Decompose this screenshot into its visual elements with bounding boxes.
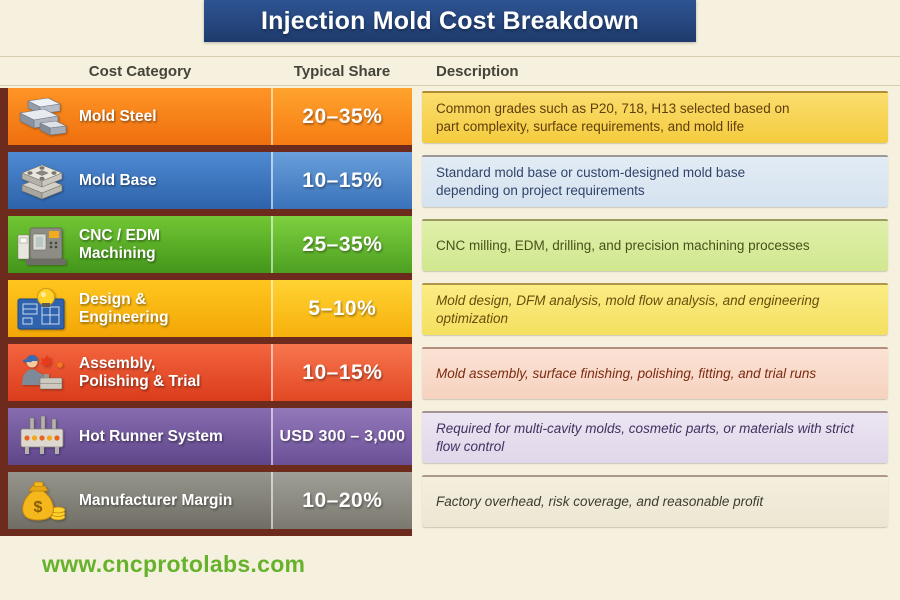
share-value: 25–35% — [302, 232, 383, 256]
share-cell: 20–35% — [270, 88, 412, 145]
table-row-assembly-polishing-trial: Assembly, Polishing & Trial 10–15% Mold … — [8, 344, 888, 401]
table-row-design-engineering: Design & Engineering 5–10% Mold design, … — [8, 280, 888, 337]
page-title: Injection Mold Cost Breakdown — [260, 6, 640, 35]
description-text: Mold design, DFM analysis, mold flow ana… — [436, 292, 820, 326]
category-band: $ Manufacturer Margin 10–20% — [8, 472, 412, 529]
category-band: Hot Runner System USD 300 – 3,000 — [8, 408, 412, 465]
category-cell: $ Manufacturer Margin — [8, 472, 271, 529]
title-banner: Injection Mold Cost Breakdown — [204, 0, 696, 42]
category-label: Assembly, Polishing & Trial — [79, 354, 201, 390]
table-row-mold-base: Mold Base 10–15% Standard mold base or c… — [8, 152, 888, 209]
column-header-description: Description — [436, 62, 519, 80]
description-cell: Required for multi-cavity molds, cosmeti… — [422, 410, 888, 463]
description-cell: Mold assembly, surface finishing, polish… — [422, 346, 888, 399]
table-row-hot-runner-system: Hot Runner System USD 300 – 3,000 Requir… — [8, 408, 888, 465]
share-cell: 10–15% — [270, 344, 412, 401]
category-cell: Design & Engineering — [8, 280, 271, 337]
share-cell: 10–15% — [270, 152, 412, 209]
blueprint-bulb-icon — [15, 286, 69, 332]
category-cell: Mold Steel — [8, 88, 271, 145]
description-cell: Common grades such as P20, 718, H13 sele… — [422, 90, 888, 143]
share-value: USD 300 – 3,000 — [279, 427, 406, 445]
share-value: 10–15% — [302, 168, 383, 192]
category-cell: Mold Base — [8, 152, 271, 209]
category-label: CNC / EDM Machining — [79, 226, 160, 262]
mold-base-icon — [15, 158, 69, 204]
share-value: 10–20% — [302, 488, 383, 512]
category-label: Design & Engineering — [79, 290, 169, 326]
steel-ingots-icon — [15, 94, 69, 140]
table-row-cnc-edm-machining: CNC / EDM Machining 25–35% CNC milling, … — [8, 216, 888, 273]
website-link[interactable]: www.cncprotolabs.com — [42, 551, 306, 577]
table-row-manufacturer-margin: $ Manufacturer Margin 10–20% Factory ove… — [8, 472, 888, 529]
footer: www.cncprotolabs.com — [42, 551, 305, 578]
description-text: Common grades such as P20, 718, H13 sele… — [436, 100, 790, 134]
description-cell: Factory overhead, risk coverage, and rea… — [422, 474, 888, 527]
cnc-machine-icon — [15, 222, 69, 268]
description-text: Mold assembly, surface finishing, polish… — [436, 365, 817, 381]
description-cell: Standard mold base or custom-designed mo… — [422, 154, 888, 207]
share-cell: USD 300 – 3,000 — [270, 408, 412, 465]
category-band: Design & Engineering 5–10% — [8, 280, 412, 337]
svg-text:$: $ — [34, 499, 43, 516]
column-header-typical-share: Typical Share — [293, 62, 391, 80]
description-text: Standard mold base or custom-designed mo… — [436, 164, 746, 198]
share-cell: 10–20% — [270, 472, 412, 529]
category-band: Mold Steel 20–35% — [8, 88, 412, 145]
category-label: Manufacturer Margin — [79, 491, 233, 509]
table-row-mold-steel: Mold Steel 20–35% Common grades such as … — [8, 88, 888, 145]
category-label: Hot Runner System — [79, 427, 223, 445]
description-text: Required for multi-cavity molds, cosmeti… — [436, 420, 854, 454]
share-value: 5–10% — [308, 296, 377, 320]
share-cell: 5–10% — [270, 280, 412, 337]
description-text: CNC milling, EDM, drilling, and precisio… — [436, 237, 810, 253]
description-cell: Mold design, DFM analysis, mold flow ana… — [422, 282, 888, 335]
description-cell: CNC milling, EDM, drilling, and precisio… — [422, 218, 888, 271]
category-cell: CNC / EDM Machining — [8, 216, 271, 273]
share-value: 20–35% — [302, 104, 383, 128]
description-text: Factory overhead, risk coverage, and rea… — [436, 493, 764, 509]
cost-table: Mold Steel 20–35% Common grades such as … — [0, 88, 888, 536]
category-band: CNC / EDM Machining 25–35% — [8, 216, 412, 273]
share-value: 10–15% — [302, 360, 383, 384]
table-header: Cost Category Typical Share Description — [0, 56, 900, 86]
category-label: Mold Base — [79, 171, 157, 189]
category-cell: Hot Runner System — [8, 408, 271, 465]
worker-assembly-icon — [15, 350, 69, 396]
column-header-cost-category: Cost Category — [88, 62, 192, 80]
money-bag-icon: $ — [15, 478, 69, 524]
category-band: Mold Base 10–15% — [8, 152, 412, 209]
category-band: Assembly, Polishing & Trial 10–15% — [8, 344, 412, 401]
share-cell: 25–35% — [270, 216, 412, 273]
category-cell: Assembly, Polishing & Trial — [8, 344, 271, 401]
hot-runner-manifold-icon — [15, 414, 69, 460]
category-label: Mold Steel — [79, 107, 157, 125]
